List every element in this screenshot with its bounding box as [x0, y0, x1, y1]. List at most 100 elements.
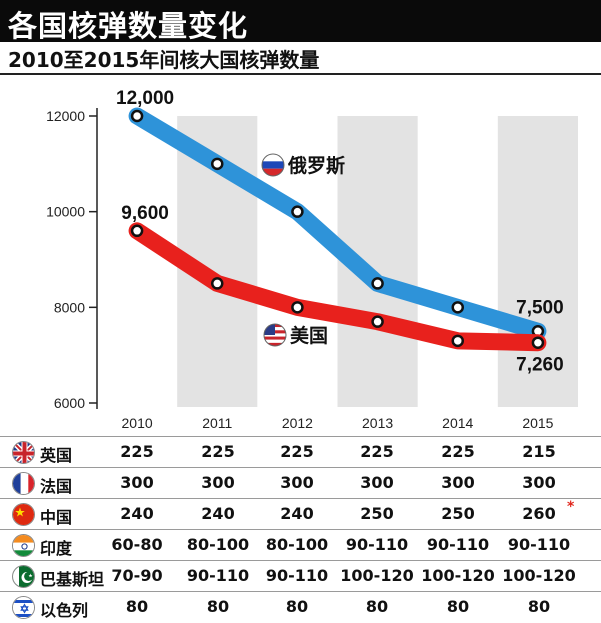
country-name: 印度 — [40, 539, 73, 558]
country-name: 以色列 — [40, 601, 89, 620]
y-tick-label: 12000 — [46, 108, 85, 124]
data-point — [451, 301, 464, 314]
country-name: 法国 — [40, 477, 73, 496]
data-point — [130, 224, 144, 238]
table-cell: 225 — [120, 442, 154, 461]
data-label: 9,600 — [121, 203, 169, 224]
flag-stripe — [264, 336, 286, 340]
table-cell: 225 — [201, 442, 235, 461]
table-cell: 90-110 — [265, 566, 329, 585]
table-row: 法国 300 300 300 300 300 300 — [0, 467, 601, 498]
table-cell: 90-110 — [186, 566, 250, 585]
data-point — [211, 277, 224, 290]
table-cell: 80 — [446, 597, 470, 616]
uk-flag-icon — [12, 441, 35, 464]
flag-stripe-blue — [262, 161, 284, 169]
x-tick-label: 2015 — [522, 415, 553, 431]
country-name: 英国 — [40, 446, 73, 465]
series-lines — [128, 107, 547, 352]
data-point — [291, 301, 304, 314]
table-cell: 225 — [360, 442, 394, 461]
table-row: 以色列 80 80 80 80 80 80 — [0, 591, 601, 622]
data-label: 7,500 — [516, 297, 564, 318]
table-cell: 215 — [522, 442, 556, 461]
series-name-label: 俄罗斯 — [287, 154, 345, 177]
table-cell: 225 — [280, 442, 314, 461]
table-cell: 300 — [360, 473, 394, 492]
flag-border — [261, 153, 285, 177]
table-cell: 300 — [280, 473, 314, 492]
table-cell: 80 — [527, 597, 551, 616]
x-tick-label: 2013 — [362, 415, 393, 431]
table-cell: 240 — [120, 504, 154, 523]
table-cell: 300 — [522, 473, 556, 492]
table-cell: 240 — [280, 504, 314, 523]
table-cell: 100-120 — [421, 566, 495, 585]
table-cell: 80-100 — [186, 535, 250, 554]
table-cell: 80 — [125, 597, 149, 616]
china-flag-icon — [12, 503, 35, 526]
data-point — [130, 109, 144, 123]
france-flag-icon — [12, 472, 35, 495]
flag-canton — [264, 324, 275, 335]
line-chart: 6000 8000 10000 12000 2010 2011 2012 2013 2014 20… — [46, 88, 578, 431]
data-label: 7,260 — [516, 355, 564, 376]
data-point — [451, 334, 464, 348]
y-tick-label: 8000 — [54, 299, 85, 315]
series-name-label: 美国 — [290, 324, 328, 347]
chart-subtitle: 2010至2015年间核大国核弹数量 — [8, 48, 320, 72]
x-tick-label: 2014 — [442, 415, 473, 431]
flag-stripe-red — [262, 168, 284, 176]
table-cell: 60-80 — [111, 535, 163, 554]
pakistan-flag-icon — [12, 565, 35, 588]
title-bar: 各国核弹数量变化 — [0, 0, 601, 43]
table-cell: 90-110 — [345, 535, 409, 554]
table-row: 巴基斯坦 70-90 90-110 90-110 100-120 100-120 100-1… — [0, 560, 601, 591]
table-cell: 70-90 — [111, 566, 163, 585]
usa-flag-icon — [263, 323, 287, 347]
russia-flag-icon — [261, 153, 285, 177]
footnote-asterisk: * — [567, 499, 575, 515]
table-cell: 250 — [441, 504, 475, 523]
table-cell: 250 — [360, 504, 394, 523]
table-cell: 240 — [201, 504, 235, 523]
flag-stripe — [264, 339, 286, 343]
chart-axes: 6000 8000 10000 12000 2010 2011 2012 2013 2014 20… — [46, 108, 554, 431]
series-line-1 — [128, 222, 547, 352]
data-point — [211, 157, 224, 171]
band-2015 — [497, 116, 578, 407]
data-point — [531, 336, 545, 349]
israel-flag-icon — [12, 596, 35, 619]
table-cell: 100-120 — [340, 566, 414, 585]
table-cell: 80-100 — [265, 535, 329, 554]
table-cell: 80 — [365, 597, 389, 616]
table-cell: 90-110 — [426, 535, 490, 554]
x-tick-label: 2010 — [122, 415, 153, 431]
table-cell: 300 — [441, 473, 475, 492]
data-point — [371, 277, 384, 290]
india-flag-icon — [12, 534, 35, 557]
table-row: 英国 225 225 225 225 225 215 — [0, 436, 601, 467]
flag-border — [263, 323, 287, 347]
flag-stripe-white — [262, 154, 284, 162]
table-cell: 90-110 — [507, 535, 571, 554]
table-cell: 300 — [120, 473, 154, 492]
table-row: 印度 60-80 80-100 80-100 90-110 90-110 90-110 — [0, 529, 601, 560]
table-cell: 80 — [285, 597, 309, 616]
table-cell: 300 — [201, 473, 235, 492]
country-name: 巴基斯坦 — [40, 570, 105, 589]
country-name: 中国 — [40, 508, 73, 527]
x-tick-label: 2012 — [282, 415, 313, 431]
series-line-0 — [128, 107, 547, 340]
data-point — [371, 315, 384, 328]
page-title: 各国核弹数量变化 — [8, 9, 249, 43]
table-cell: 80 — [206, 597, 230, 616]
data-point — [291, 205, 304, 218]
y-tick-label: 6000 — [54, 395, 85, 411]
table-cell: 225 — [441, 442, 475, 461]
data-label: 12,000 — [116, 88, 174, 109]
x-tick-label: 2011 — [202, 415, 232, 431]
country-table: 英国 225 225 225 225 225 215 法国 300 300 300 300 300 300… — [0, 436, 601, 623]
flag-stripe — [264, 342, 286, 346]
